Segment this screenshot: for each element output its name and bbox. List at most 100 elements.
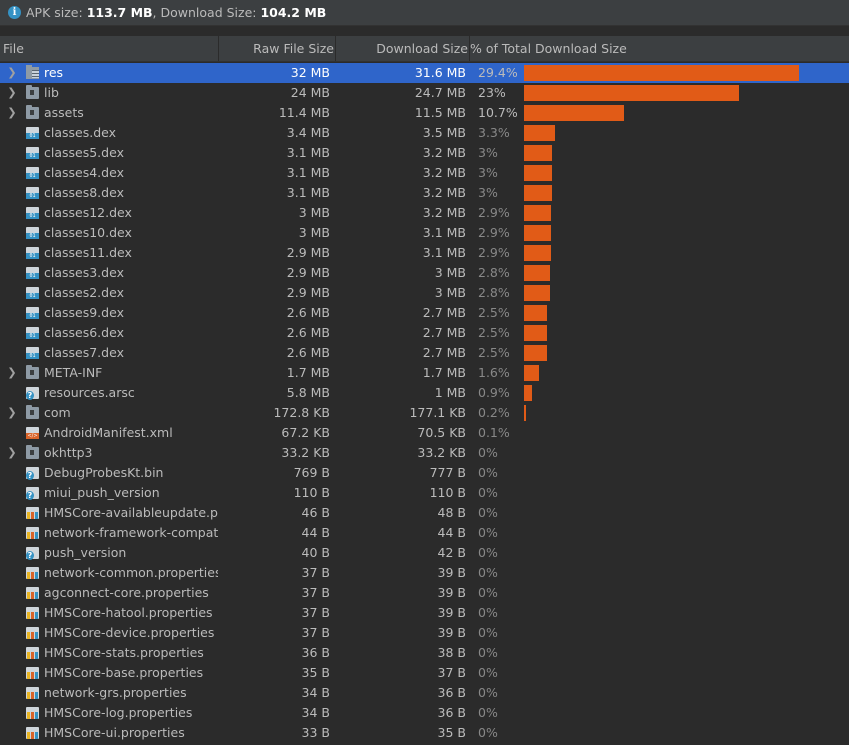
- table-row[interactable]: ❯ assets 11.4 MB 11.5 MB 10.7%: [0, 103, 849, 123]
- download-size: 1.7 MB: [422, 365, 466, 380]
- percent-of-total: 0.2%: [478, 405, 510, 420]
- download-size: 177.1 KB: [409, 405, 466, 420]
- column-divider[interactable]: [335, 36, 336, 61]
- percent-of-total: 2.9%: [478, 245, 510, 260]
- percent-of-total: 2.5%: [478, 325, 510, 340]
- percent-of-total: 2.5%: [478, 305, 510, 320]
- percent-of-total: 2.9%: [478, 225, 510, 240]
- chevron-right-icon[interactable]: ❯: [7, 406, 17, 419]
- chevron-right-icon[interactable]: ❯: [7, 446, 17, 459]
- size-bar: [524, 125, 555, 141]
- table-row[interactable]: HMSCore-base.properties 35 B 37 B 0%: [0, 663, 849, 683]
- column-header-raw-size[interactable]: Raw File Size: [253, 41, 334, 56]
- size-bar: [524, 325, 547, 341]
- dex-file-icon: [26, 347, 39, 359]
- raw-file-size: 33.2 KB: [281, 445, 330, 460]
- table-row[interactable]: agconnect-core.properties 37 B 39 B 0%: [0, 583, 849, 603]
- raw-file-size: 3.4 MB: [286, 125, 330, 140]
- properties-file-icon: [26, 607, 39, 619]
- percent-of-total: 0.1%: [478, 425, 510, 440]
- table-row[interactable]: AndroidManifest.xml 67.2 KB 70.5 KB 0.1%: [0, 423, 849, 443]
- table-row[interactable]: ❯ com 172.8 KB 177.1 KB 0.2%: [0, 403, 849, 423]
- download-size: 11.5 MB: [414, 105, 466, 120]
- table-row[interactable]: classes8.dex 3.1 MB 3.2 MB 3%: [0, 183, 849, 203]
- chevron-right-icon[interactable]: ❯: [7, 66, 17, 79]
- dex-file-icon: [26, 127, 39, 139]
- chevron-right-icon[interactable]: ❯: [7, 366, 17, 379]
- table-row[interactable]: HMSCore-availableupdate.properties 46 B 48…: [0, 503, 849, 523]
- file-name: resources.arsc: [44, 385, 135, 400]
- percent-of-total: 23%: [478, 85, 506, 100]
- table-row[interactable]: network-framework-compat.properties 44 B 4…: [0, 523, 849, 543]
- table-row[interactable]: ❯ res 32 MB 31.6 MB 29.4%: [0, 63, 849, 83]
- raw-file-size: 67.2 KB: [281, 425, 330, 440]
- table-row[interactable]: classes.dex 3.4 MB 3.5 MB 3.3%: [0, 123, 849, 143]
- dex-file-icon: [26, 267, 39, 279]
- table-row[interactable]: classes9.dex 2.6 MB 2.7 MB 2.5%: [0, 303, 849, 323]
- apk-size-summary: APK size: 113.7 MB, Download Size: 104.2…: [26, 5, 326, 20]
- dex-file-icon: [26, 167, 39, 179]
- column-header-download-size[interactable]: Download Size: [376, 41, 468, 56]
- file-name: agconnect-core.properties: [44, 585, 209, 600]
- table-row[interactable]: classes7.dex 2.6 MB 2.7 MB 2.5%: [0, 343, 849, 363]
- chevron-right-icon[interactable]: ❯: [7, 86, 17, 99]
- download-size: 3.2 MB: [422, 185, 466, 200]
- download-size: 36 B: [437, 705, 466, 720]
- column-divider[interactable]: [469, 36, 470, 61]
- dex-file-icon: [26, 327, 39, 339]
- table-row[interactable]: classes12.dex 3 MB 3.2 MB 2.9%: [0, 203, 849, 223]
- properties-file-icon: [26, 507, 39, 519]
- table-header: File Raw File Size Download Size % of To…: [0, 36, 849, 62]
- table-row[interactable]: ❯ okhttp3 33.2 KB 33.2 KB 0%: [0, 443, 849, 463]
- file-name: HMSCore-base.properties: [44, 665, 204, 680]
- table-row[interactable]: miui_push_version 110 B 110 B 0%: [0, 483, 849, 503]
- column-divider[interactable]: [218, 36, 219, 61]
- properties-file-icon: [26, 627, 39, 639]
- table-row[interactable]: ❯ META-INF 1.7 MB 1.7 MB 1.6%: [0, 363, 849, 383]
- unknown-file-icon: [26, 547, 39, 560]
- table-row[interactable]: HMSCore-stats.properties 36 B 38 B 0%: [0, 643, 849, 663]
- table-row[interactable]: classes3.dex 2.9 MB 3 MB 2.8%: [0, 263, 849, 283]
- table-row[interactable]: DebugProbesKt.bin 769 B 777 B 0%: [0, 463, 849, 483]
- size-bar: [524, 385, 532, 401]
- file-name: classes2.dex: [44, 285, 124, 300]
- size-bar: [524, 145, 552, 161]
- table-row[interactable]: ❯ lib 24 MB 24.7 MB 23%: [0, 83, 849, 103]
- size-bar: [524, 305, 547, 321]
- raw-file-size: 5.8 MB: [286, 385, 330, 400]
- column-header-percent[interactable]: % of Total Download Size: [470, 41, 627, 56]
- table-row[interactable]: HMSCore-device.properties 37 B 39 B 0%: [0, 623, 849, 643]
- table-row[interactable]: classes4.dex 3.1 MB 3.2 MB 3%: [0, 163, 849, 183]
- chevron-right-icon[interactable]: ❯: [7, 106, 17, 119]
- raw-file-size: 3.1 MB: [286, 145, 330, 160]
- table-row[interactable]: classes10.dex 3 MB 3.1 MB 2.9%: [0, 223, 849, 243]
- table-row[interactable]: push_version 40 B 42 B 0%: [0, 543, 849, 563]
- table-row[interactable]: classes2.dex 2.9 MB 3 MB 2.8%: [0, 283, 849, 303]
- download-size: 3.2 MB: [422, 145, 466, 160]
- file-name: DebugProbesKt.bin: [44, 465, 164, 480]
- download-size-label: , Download Size:: [152, 5, 261, 20]
- download-size: 3.2 MB: [422, 205, 466, 220]
- table-row[interactable]: classes11.dex 2.9 MB 3.1 MB 2.9%: [0, 243, 849, 263]
- percent-of-total: 0%: [478, 585, 498, 600]
- raw-file-size: 769 B: [293, 465, 330, 480]
- properties-file-icon: [26, 727, 39, 739]
- file-name: classes8.dex: [44, 185, 124, 200]
- file-name: HMSCore-device.properties: [44, 625, 215, 640]
- table-row[interactable]: network-common.properties 37 B 39 B 0%: [0, 563, 849, 583]
- dex-file-icon: [26, 187, 39, 199]
- dex-file-icon: [26, 247, 39, 259]
- table-row[interactable]: HMSCore-ui.properties 33 B 35 B 0%: [0, 723, 849, 743]
- percent-of-total: 0.9%: [478, 385, 510, 400]
- table-row[interactable]: resources.arsc 5.8 MB 1 MB 0.9%: [0, 383, 849, 403]
- properties-file-icon: [26, 587, 39, 599]
- size-bar: [524, 205, 551, 221]
- table-row[interactable]: HMSCore-log.properties 34 B 36 B 0%: [0, 703, 849, 723]
- column-header-file[interactable]: File: [3, 41, 24, 56]
- raw-file-size: 32 MB: [290, 65, 330, 80]
- percent-of-total: 2.8%: [478, 285, 510, 300]
- table-row[interactable]: classes5.dex 3.1 MB 3.2 MB 3%: [0, 143, 849, 163]
- table-row[interactable]: HMSCore-hatool.properties 37 B 39 B 0%: [0, 603, 849, 623]
- table-row[interactable]: network-grs.properties 34 B 36 B 0%: [0, 683, 849, 703]
- table-row[interactable]: classes6.dex 2.6 MB 2.7 MB 2.5%: [0, 323, 849, 343]
